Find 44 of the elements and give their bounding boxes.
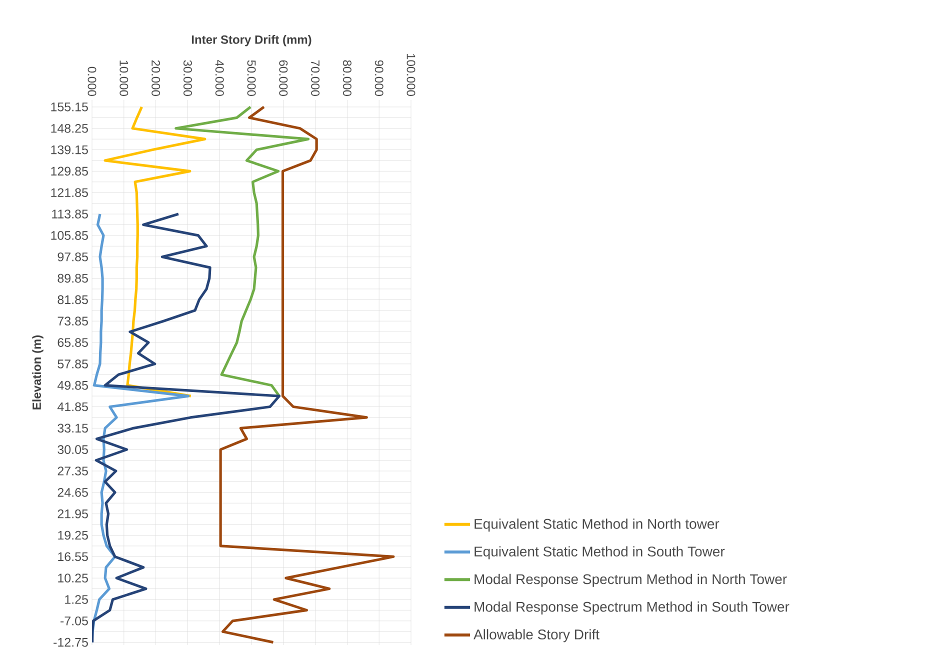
x-tick-label: 40.000 bbox=[215, 60, 224, 96]
y-tick-label: 1.25 bbox=[65, 595, 88, 604]
x-tick-label: 70.000 bbox=[311, 60, 320, 96]
y-tick-label: 113.85 bbox=[52, 210, 88, 218]
legend-label: Modal Response Spectrum Method in South Tower bbox=[474, 602, 790, 615]
y-tick-label: 139.15 bbox=[51, 145, 88, 154]
y-tick-label: 41.85 bbox=[57, 402, 88, 412]
legend-label: Modal Response Spectrum Method in North Tower bbox=[474, 574, 787, 587]
y-tick-label: 105.85 bbox=[51, 231, 88, 240]
y-tick-label: 30.05 bbox=[58, 445, 88, 454]
x-tick-label: 100.000 bbox=[406, 54, 416, 96]
y-axis-title: Elevation (m) bbox=[32, 335, 44, 410]
y-tick-label: 65.85 bbox=[58, 338, 88, 347]
x-tick-label: 90.000 bbox=[374, 60, 384, 96]
legend-label: Allowable Story Drift bbox=[474, 629, 600, 642]
y-tick-label: 16.55 bbox=[58, 552, 88, 562]
y-tick-label: 57.85 bbox=[58, 360, 88, 368]
y-tick-label: 97.85 bbox=[58, 252, 88, 262]
y-tick-label: 10.25 bbox=[58, 574, 88, 582]
x-tick-label: 50.000 bbox=[247, 60, 256, 96]
y-tick-label: -7.05 bbox=[60, 616, 88, 626]
x-tick-label: 20.000 bbox=[152, 60, 160, 96]
legend-label: Equivalent Static Method in South Tower bbox=[474, 546, 725, 560]
x-tick-label: 60.000 bbox=[279, 60, 288, 96]
y-tick-label: 121.85 bbox=[51, 188, 88, 198]
x-tick-label: 0.000 bbox=[88, 66, 96, 96]
x-tick-label: 10.000 bbox=[120, 60, 128, 96]
y-tick-label: -12.75 bbox=[54, 638, 88, 647]
x-tick-label: 80.000 bbox=[342, 60, 352, 96]
y-tick-label: 19.25 bbox=[58, 530, 88, 540]
y-tick-label: 89.85 bbox=[58, 274, 88, 283]
y-tick-label: 81.85 bbox=[58, 295, 88, 304]
y-tick-label: 155.15 bbox=[51, 102, 88, 112]
y-tick-label: 73.85 bbox=[58, 316, 88, 326]
x-axis-title: Inter Story Drift (mm) bbox=[192, 35, 312, 46]
x-tick-label: 30.000 bbox=[183, 60, 192, 96]
y-tick-label: 21.95 bbox=[58, 509, 88, 518]
y-tick-label: 148.25 bbox=[51, 124, 88, 133]
y-tick-label: 24.65 bbox=[58, 488, 88, 497]
legend-label: Equivalent Static Method in North tower bbox=[474, 518, 720, 532]
y-tick-label: 33.15 bbox=[58, 424, 88, 433]
y-tick-label: 27.35 bbox=[58, 466, 88, 476]
y-tick-label: 49.85 bbox=[57, 380, 88, 390]
y-tick-label: 129.85 bbox=[51, 166, 88, 176]
